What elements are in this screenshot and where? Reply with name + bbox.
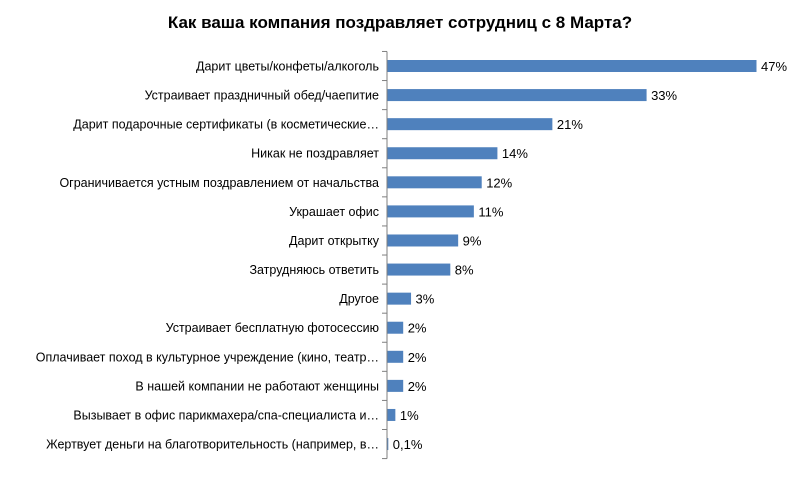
category-label: Ограничивается устным поздравлением от н… (59, 176, 379, 190)
data-label: 9% (463, 233, 482, 248)
bar (387, 379, 404, 392)
bar (387, 263, 451, 276)
bar (387, 438, 389, 451)
category-label: Другое (339, 292, 379, 306)
data-label: 33% (651, 88, 677, 103)
data-label: 47% (761, 59, 787, 74)
bars-layer: Дарит цветы/конфеты/алкоголь 47% Устраивае… (36, 50, 787, 460)
data-label: 2% (408, 379, 427, 394)
data-label: 3% (416, 292, 435, 307)
bar (387, 176, 482, 189)
category-label: Жертвует деньги на благотворительность (… (46, 438, 379, 452)
data-label: 14% (502, 146, 528, 161)
data-label: 2% (408, 350, 427, 365)
category-label: Дарит цветы/конфеты/алкоголь (196, 60, 379, 74)
category-label: Дарит подарочные сертификаты (в косметич… (73, 118, 379, 132)
data-label: 11% (478, 204, 503, 219)
category-label: Оплачивает поход в культурное учреждение… (36, 350, 379, 364)
bar (387, 118, 553, 131)
bar (387, 321, 404, 334)
data-label: 12% (486, 175, 512, 190)
data-label: 21% (557, 117, 583, 132)
data-label: 2% (408, 321, 427, 336)
category-label: Затрудняюсь ответить (249, 263, 379, 277)
category-label: Устраивает бесплатную фотосессию (166, 321, 379, 335)
bar (387, 147, 498, 160)
category-label: В нашей компании не работают женщины (135, 379, 379, 393)
chart-title: Как ваша компания поздравляет сотрудниц … (168, 13, 632, 32)
data-label: 8% (455, 263, 474, 278)
bar (387, 292, 412, 305)
category-label: Никак не поздравляет (251, 147, 379, 161)
data-label: 0,1% (393, 437, 423, 452)
bar (387, 89, 647, 102)
bar (387, 60, 757, 72)
bar (387, 234, 459, 247)
category-label: Дарит открытку (289, 234, 380, 248)
category-label: Устраивает праздничный обед/чаепитие (145, 89, 379, 103)
category-label: Украшает офис (289, 205, 379, 219)
bar (387, 408, 396, 421)
data-label: 1% (400, 408, 419, 423)
bar (387, 350, 404, 363)
category-label: Вызывает в офис парикмахера/спа-специали… (73, 408, 379, 422)
bar (387, 205, 474, 218)
